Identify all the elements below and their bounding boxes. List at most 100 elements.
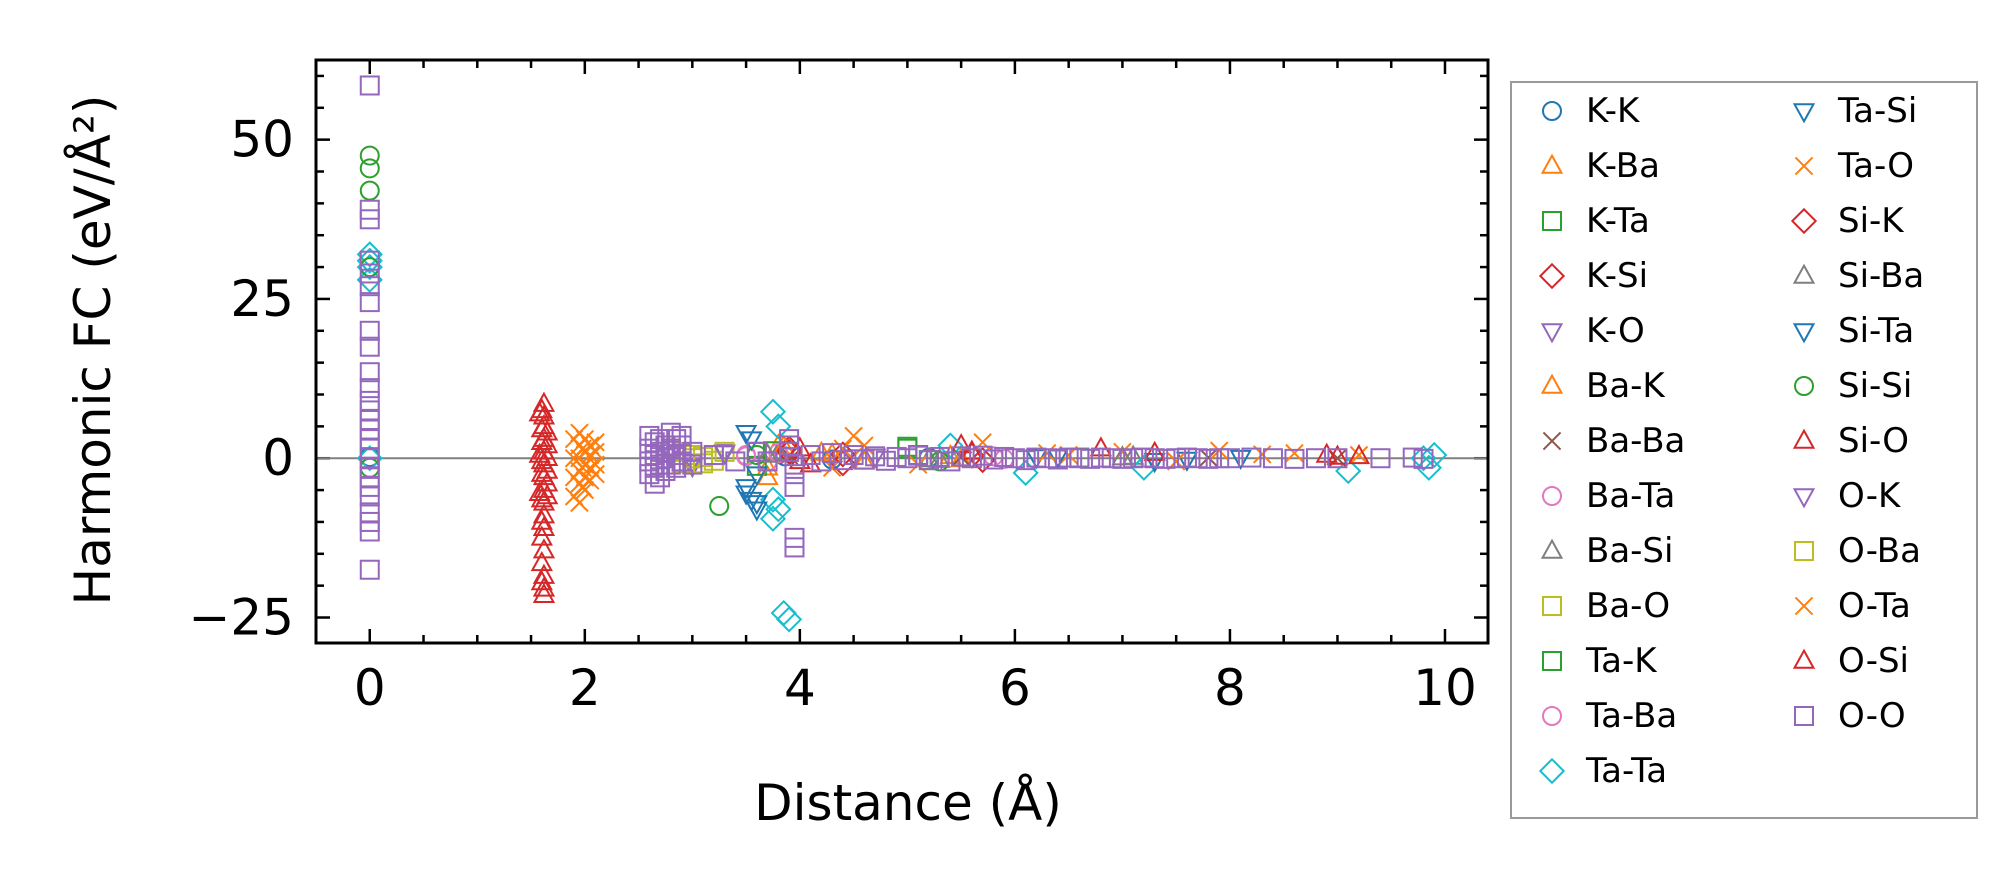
point-ba-ba <box>1199 448 1218 467</box>
legend-marker <box>1540 373 1564 394</box>
legend-label: O-Si <box>1838 641 1910 681</box>
legend-label: O-Ba <box>1838 531 1921 571</box>
point-o-o <box>800 445 821 466</box>
point-si-o <box>536 433 559 454</box>
legend-marker <box>1542 651 1562 671</box>
x-tick-label: 6 <box>999 659 1031 717</box>
legend-label: Ta-K <box>1586 641 1657 681</box>
point-o-o <box>359 292 380 313</box>
point-ta-si <box>734 479 758 500</box>
plot-frame <box>314 58 1490 645</box>
point-o-o <box>359 263 380 284</box>
point-o-o <box>671 435 692 456</box>
point-o-o <box>1187 448 1208 469</box>
point-ta-o <box>1349 445 1369 465</box>
point-o-o <box>1176 447 1197 468</box>
point-si-o <box>532 576 556 597</box>
point-o-o <box>359 362 380 383</box>
legend-item-si-si: Si-Si <box>1784 366 1912 406</box>
legend-marker <box>1542 101 1562 121</box>
point-o-o <box>359 209 380 230</box>
point-o-o <box>1069 448 1090 469</box>
point-ta-si <box>734 424 758 446</box>
y-tick-label: 0 <box>262 429 294 487</box>
point-si-si <box>359 158 380 179</box>
point-ta-o <box>973 433 992 452</box>
legend-label: K-K <box>1586 91 1640 131</box>
point-k-ba <box>810 440 833 461</box>
point-si-o <box>536 484 559 505</box>
point-o-o <box>1402 447 1423 468</box>
point-ta-si <box>1143 453 1166 474</box>
point-o-o <box>682 454 703 475</box>
triangle-down-marker-icon <box>1792 488 1816 509</box>
legend-item-si-o: Si-O <box>1784 421 1909 461</box>
point-o-o <box>784 476 805 497</box>
point-o-o <box>784 464 805 485</box>
x-axis-label: Distance (Å) <box>754 774 1062 832</box>
legend-marker <box>1790 207 1818 235</box>
point-o-o <box>961 448 982 469</box>
legend-item-ba-ta: Ba-Ta <box>1532 476 1675 516</box>
y-axis-label: Harmonic FC (eV/Å²) <box>64 95 122 606</box>
point-o-o <box>1198 448 1219 469</box>
point-o-o <box>1370 448 1391 469</box>
point-o-k <box>713 445 736 466</box>
legend-marker <box>1792 648 1816 669</box>
legend-label: Ta-O <box>1838 146 1914 186</box>
point-o-o <box>875 450 896 471</box>
point-ta-si <box>745 466 768 487</box>
point-o-ta <box>586 433 605 452</box>
point-o-o <box>1284 448 1305 469</box>
point-o-o <box>784 537 805 558</box>
triangle-up-marker-icon <box>1792 263 1816 284</box>
point-si-o <box>532 515 556 537</box>
legend-label: Ba-Ba <box>1586 421 1686 461</box>
x-tick-label: 10 <box>1413 659 1477 717</box>
point-o-o <box>359 521 380 542</box>
point-o-ta <box>1037 443 1057 463</box>
legend-label: Si-O <box>1838 421 1910 461</box>
data-points <box>356 75 1448 633</box>
legend-item-o-si: O-Si <box>1784 641 1909 681</box>
legend-label: Ba-K <box>1586 366 1665 406</box>
legend-marker <box>1792 263 1816 284</box>
legend-marker <box>1540 323 1564 344</box>
legend-label: Ta-Ba <box>1586 696 1678 736</box>
point-si-o <box>536 445 559 466</box>
triangle-up-marker-icon <box>1792 648 1816 669</box>
triangle-down-marker-icon <box>1792 323 1816 344</box>
point-o-o <box>650 441 671 462</box>
legend-marker <box>1794 156 1814 176</box>
point-ta-ta <box>356 445 383 472</box>
point-o-o <box>682 441 703 462</box>
legend-marker <box>1538 757 1566 785</box>
legend-marker <box>1540 153 1564 174</box>
point-si-o <box>1347 443 1371 465</box>
point-si-o <box>1089 436 1113 457</box>
point-si-ta <box>1175 451 1199 472</box>
point-si-o <box>536 420 559 441</box>
point-o-o <box>908 445 929 466</box>
point-o-o <box>918 450 939 471</box>
point-o-o <box>359 559 380 580</box>
legend-item-ta-si: Ta-Si <box>1784 91 1917 131</box>
point-k-ba <box>756 455 779 476</box>
point-si-o <box>528 480 551 502</box>
legend-marker <box>1794 376 1814 396</box>
point-si-si <box>709 496 730 517</box>
legend-label: Ba-Si <box>1586 531 1674 571</box>
point-o-o <box>1112 448 1133 469</box>
point-ba-si <box>767 440 790 461</box>
point-si-si <box>359 145 380 166</box>
circle-marker-icon <box>1542 706 1562 726</box>
x-marker-icon <box>1794 596 1814 616</box>
legend-label: O-K <box>1838 476 1901 516</box>
circle-marker-icon <box>1794 376 1814 396</box>
legend-item-ba-k: Ba-K <box>1532 366 1665 406</box>
point-o-o <box>1144 448 1165 469</box>
triangle-down-marker-icon <box>1792 103 1816 124</box>
point-o-ta <box>573 458 592 478</box>
y-tick-label: 50 <box>230 111 294 169</box>
